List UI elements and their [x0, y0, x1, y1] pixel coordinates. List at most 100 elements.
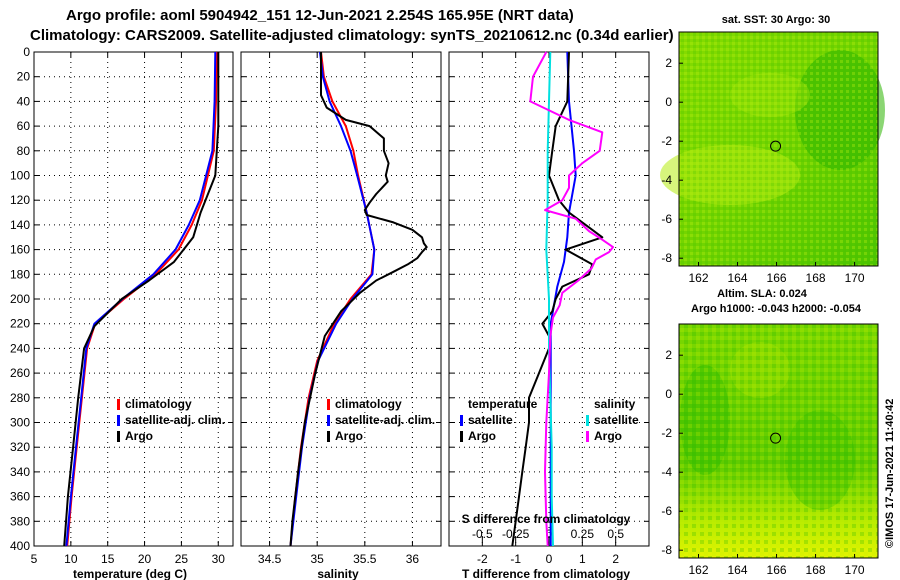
legend-label-argo: Argo	[335, 429, 363, 443]
y-tick-label: 400	[10, 539, 30, 553]
map-y-tick-label: -4	[661, 173, 672, 187]
sla-map-title-1: Altim. SLA: 0.024	[717, 288, 808, 300]
x-tick-label: -2	[477, 552, 488, 566]
credit-text: ©IMOS 17-Jun-2021 11:40:42	[884, 399, 896, 548]
series-line-argo	[289, 52, 428, 547]
y-tick-label: 80	[17, 144, 31, 158]
map-x-tick-label: 170	[845, 563, 865, 577]
difference-panel: -2 -1 0 1 2 -0.5 -0.25 0 0.25 0.5	[448, 51, 650, 566]
map-y-tick-label: 2	[665, 56, 672, 70]
temperature-panel: 5 10 15 20 25 3002040608010012014016018020022…	[10, 45, 234, 566]
s-tick-label: -0.25	[502, 527, 530, 541]
x-tick-label: 36	[406, 552, 420, 566]
legend-label-climatology: climatology	[125, 397, 192, 411]
y-tick-label: 220	[10, 317, 30, 331]
t-difference-axis-label: T difference from climatology	[462, 567, 630, 580]
legend-title-salinity: salinity	[594, 397, 636, 411]
temperature-axis-label: temperature (deg C)	[73, 567, 187, 580]
map-x-tick-label: 170	[845, 271, 865, 285]
legend-label-satellite: satellite-adj. clim.	[335, 413, 435, 427]
sla-map	[679, 324, 878, 558]
legend-swatch-t-satellite	[460, 415, 463, 426]
map-x-tick-label: 162	[688, 563, 708, 577]
legend-label-argo: Argo	[125, 429, 153, 443]
map-frame	[678, 31, 879, 267]
x-tick-label: 5	[31, 552, 38, 566]
legend-label-t-satellite: satellite	[468, 413, 513, 427]
legend-label-s-satellite: satellite	[594, 413, 639, 427]
map-y-tick-label: -2	[661, 134, 672, 148]
map-x-tick-label: 164	[728, 271, 748, 285]
sst-map-texture	[679, 32, 878, 266]
map-y-tick-label: -4	[661, 465, 672, 479]
legend-title-temperature: temperature	[468, 397, 538, 411]
salinity-legend: climatology satellite-adj. clim. Argo	[327, 397, 435, 443]
legend-swatch-s-argo	[586, 431, 589, 442]
x-tick-label: 2	[612, 552, 619, 566]
argo-location-marker	[770, 140, 782, 152]
sst-map-title: sat. SST: 30 Argo: 30	[722, 14, 830, 26]
map-y-tick-label: 0	[665, 95, 672, 109]
temperature-legend: climatology satellite-adj. clim. Argo	[117, 397, 225, 443]
legend-swatch-argo	[327, 431, 330, 442]
x-tick-label: 1	[579, 552, 586, 566]
s-tick-label: 0.25	[571, 527, 595, 541]
legend-swatch-satellite	[117, 415, 120, 426]
legend-label-climatology: climatology	[335, 397, 402, 411]
sst-map	[660, 32, 885, 266]
y-tick-label: 180	[10, 267, 30, 281]
legend-swatch-t-argo	[460, 431, 463, 442]
y-tick-label: 340	[10, 465, 30, 479]
map-y-tick-label: -2	[661, 426, 672, 440]
y-tick-label: 160	[10, 243, 30, 257]
plot-frame	[33, 51, 234, 547]
legend-swatch-s-satellite	[586, 415, 589, 426]
y-tick-label: 320	[10, 440, 30, 454]
s-difference-axis-label: S difference from climatology	[462, 512, 631, 526]
y-tick-label: 20	[17, 70, 31, 84]
salinity-axis-label: salinity	[317, 567, 359, 580]
legend-swatch-climatology	[327, 399, 330, 410]
y-tick-label: 0	[23, 45, 30, 59]
x-tick-label: 0	[546, 552, 553, 566]
series-line-temperature-argo	[511, 51, 604, 547]
map-y-tick-label: -6	[661, 212, 672, 226]
x-tick-label: -1	[510, 552, 521, 566]
map-x-tick-label: 166	[767, 271, 787, 285]
map-y-tick-label: -8	[661, 543, 672, 557]
x-tick-label: 35	[311, 552, 325, 566]
map-x-tick-label: 166	[767, 563, 787, 577]
salinity-panel: 34.5 35 35.5 36	[240, 51, 442, 566]
y-tick-label: 260	[10, 366, 30, 380]
legend-label-s-argo: Argo	[594, 429, 622, 443]
y-tick-label: 200	[10, 292, 30, 306]
map-x-tick-label: 162	[688, 271, 708, 285]
series-line-salinity-argo	[529, 51, 614, 547]
legend-swatch-satellite	[327, 415, 330, 426]
legend-swatch-argo	[117, 431, 120, 442]
y-tick-label: 240	[10, 341, 30, 355]
map-y-tick-label: 0	[665, 387, 672, 401]
y-tick-label: 40	[17, 94, 31, 108]
sla-map-texture	[679, 324, 878, 558]
legend-swatch-climatology	[117, 399, 120, 410]
map-x-tick-label: 168	[806, 271, 826, 285]
map-y-tick-label: -8	[661, 251, 672, 265]
y-tick-label: 360	[10, 490, 30, 504]
difference-legend: temperature satellite Argo salinity sate…	[460, 397, 639, 443]
y-tick-label: 380	[10, 514, 30, 528]
y-tick-label: 120	[10, 193, 30, 207]
argo-location-marker	[770, 432, 782, 444]
map-y-tick-label: -6	[661, 504, 672, 518]
map-frame	[678, 323, 879, 559]
y-tick-label: 100	[10, 169, 30, 183]
s-tick-label: -0.5	[472, 527, 493, 541]
s-tick-label: 0	[546, 527, 553, 541]
series-line-salinity-satellite	[545, 51, 554, 547]
x-tick-label: 20	[138, 552, 152, 566]
y-tick-label: 300	[10, 416, 30, 430]
legend-label-t-argo: Argo	[468, 429, 496, 443]
y-tick-label: 280	[10, 391, 30, 405]
map-x-tick-label: 168	[806, 563, 826, 577]
